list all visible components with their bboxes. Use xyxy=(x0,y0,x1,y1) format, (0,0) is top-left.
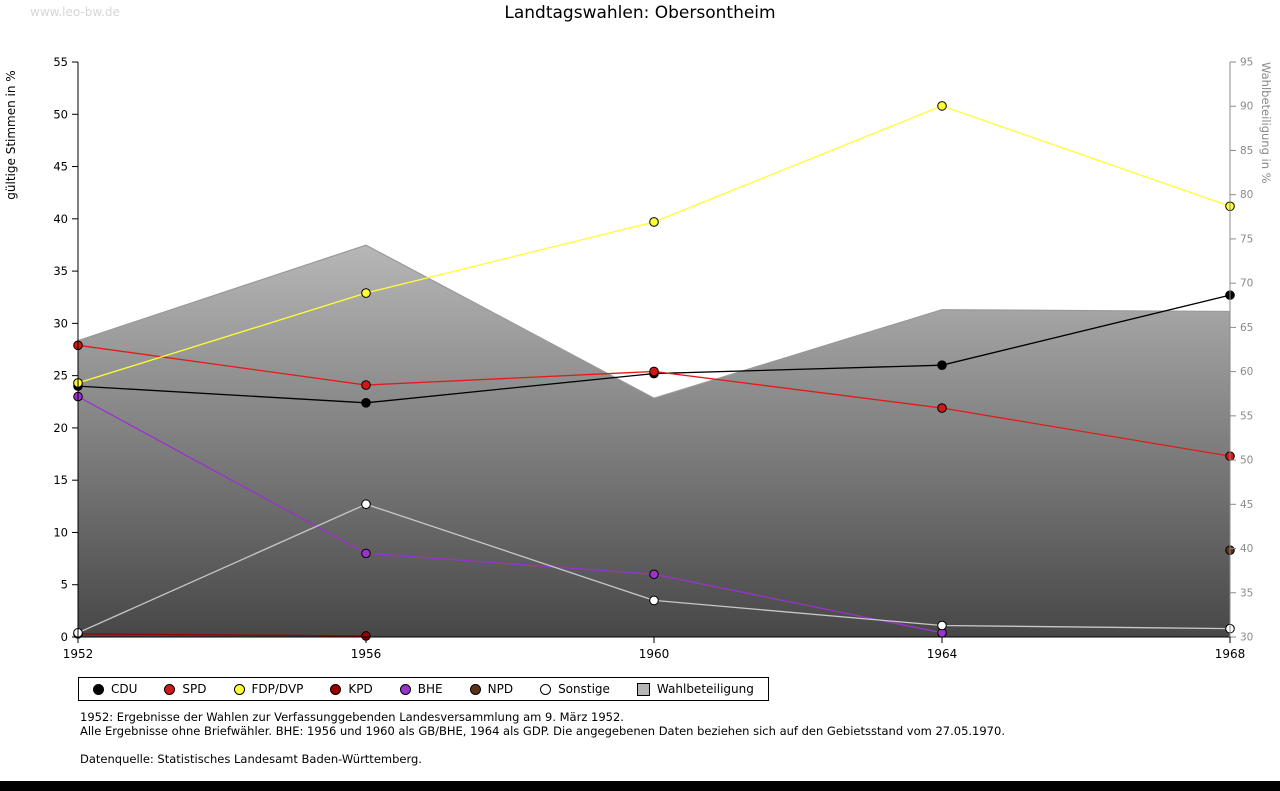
legend-label-bhe: BHE xyxy=(417,682,443,696)
series-line-kpd xyxy=(77,633,367,637)
series-marker-fdp-dvp xyxy=(649,217,659,227)
footnotes: 1952: Ergebnisse der Wahlen zur Verfassu… xyxy=(80,710,1005,767)
legend-item-npd: NPD xyxy=(469,682,514,696)
bottom-bar xyxy=(0,781,1280,791)
series-marker-bhe xyxy=(361,548,371,559)
series-marker-sonstige xyxy=(361,499,371,510)
legend-item-cdu: CDU xyxy=(93,682,137,696)
chart-plot: 0 5 10 15 20 25 30 35 40 45 50 55 30 35 40 45 50 55 60 65 70… xyxy=(4,55,1273,661)
ytick-left: 25 xyxy=(53,369,68,383)
ylabel-right: Wahlbeteiligung in % xyxy=(1259,62,1273,184)
chart-title: Landtagswahlen: Obersontheim xyxy=(504,3,776,23)
ytick-right: 45 xyxy=(1240,499,1253,511)
ytick-left: 50 xyxy=(53,107,68,121)
legend-circle-icon-npd xyxy=(469,683,481,695)
chart-legend: CDU SPD FDP/DVP KPD BHE NPD Sonstige Wahlbeteil… xyxy=(78,677,769,701)
xtick: 1956 xyxy=(351,647,382,661)
ytick-right: 95 xyxy=(1240,57,1253,69)
series-marker-spd xyxy=(937,403,947,413)
ytick-left: 5 xyxy=(61,578,68,592)
legend-square-icon-wahlbeteiligung xyxy=(636,682,650,696)
series-marker-cdu xyxy=(937,360,947,370)
footnote-1: 1952: Ergebnisse der Wahlen zur Verfassu… xyxy=(80,710,624,724)
legend-circle-icon-spd xyxy=(164,683,176,695)
legend-item-kpd: KPD xyxy=(330,682,373,696)
legend-circle-icon-kpd xyxy=(330,683,342,695)
series-marker-sonstige xyxy=(649,595,659,606)
legend-circle-icon-cdu xyxy=(93,683,104,695)
ytick-right: 90 xyxy=(1240,101,1253,113)
series-marker-spd xyxy=(649,366,659,377)
legend-circle-icon-fdp-dvp xyxy=(233,683,245,695)
ytick-left: 15 xyxy=(53,473,68,487)
series-marker-bhe xyxy=(649,569,659,580)
ytick-right: 30 xyxy=(1240,632,1253,644)
xtick: 1952 xyxy=(63,647,94,661)
ytick-right: 40 xyxy=(1240,543,1253,555)
area-edge-wahlbeteiligung xyxy=(77,244,1231,399)
legend-label-sonstige: Sonstige xyxy=(558,682,610,696)
watermark: www.leo-bw.de xyxy=(30,5,120,19)
ytick-left: 30 xyxy=(53,316,68,330)
xtick: 1960 xyxy=(639,647,670,661)
xtick: 1964 xyxy=(927,647,958,661)
ytick-left: 20 xyxy=(53,421,68,435)
series-marker-spd xyxy=(361,380,371,390)
area-wahlbeteiligung xyxy=(78,245,1230,637)
ytick-left: 55 xyxy=(53,55,68,69)
xtick: 1968 xyxy=(1215,647,1246,661)
legend-item-bhe: BHE xyxy=(399,682,443,696)
legend-label-fdp-dvp: FDP/DVP xyxy=(251,682,304,696)
ytick-left: 0 xyxy=(61,630,68,644)
legend-label-cdu: CDU xyxy=(111,682,138,696)
footnote-source: Datenquelle: Statistisches Landesamt Bad… xyxy=(80,752,422,767)
ytick-right: 70 xyxy=(1240,278,1253,290)
series-marker-fdp-dvp xyxy=(361,288,371,298)
ytick-left: 35 xyxy=(53,264,68,278)
ylabel-left: gültige Stimmen in % xyxy=(4,70,18,199)
legend-item-fdp-dvp: FDP/DVP xyxy=(233,682,304,696)
ytick-right: 75 xyxy=(1240,233,1253,245)
ytick-left: 45 xyxy=(53,160,68,174)
ytick-left: 40 xyxy=(53,212,68,226)
legend-item-spd: SPD xyxy=(164,682,207,696)
ytick-right: 50 xyxy=(1240,455,1253,467)
legend-label-kpd: KPD xyxy=(348,682,373,696)
series-marker-cdu xyxy=(361,398,371,408)
ytick-right: 80 xyxy=(1240,189,1253,201)
ytick-right: 85 xyxy=(1240,145,1253,157)
series-marker-sonstige xyxy=(937,620,947,631)
series-marker-fdp-dvp xyxy=(937,101,947,111)
ytick-right: 55 xyxy=(1240,410,1253,422)
legend-circle-icon-bhe xyxy=(399,683,411,695)
legend-label-npd: NPD xyxy=(487,682,514,696)
footnote-2: Alle Ergebnisse ohne Briefwähler. BHE: 1… xyxy=(80,723,1005,738)
ytick-right: 35 xyxy=(1240,587,1253,599)
ytick-right: 60 xyxy=(1240,366,1253,378)
legend-label-wahlbeteiligung: Wahlbeteiligung xyxy=(656,682,754,696)
legend-label-spd: SPD xyxy=(182,682,207,696)
series-line-bhe xyxy=(77,395,943,634)
legend-item-sonstige: Sonstige xyxy=(540,682,610,696)
legend-item-wahlbeteiligung: Wahlbeteiligung xyxy=(636,682,754,696)
ytick-left: 10 xyxy=(53,525,68,539)
ytick-right: 65 xyxy=(1240,322,1253,334)
legend-circle-icon-sonstige xyxy=(540,683,552,695)
